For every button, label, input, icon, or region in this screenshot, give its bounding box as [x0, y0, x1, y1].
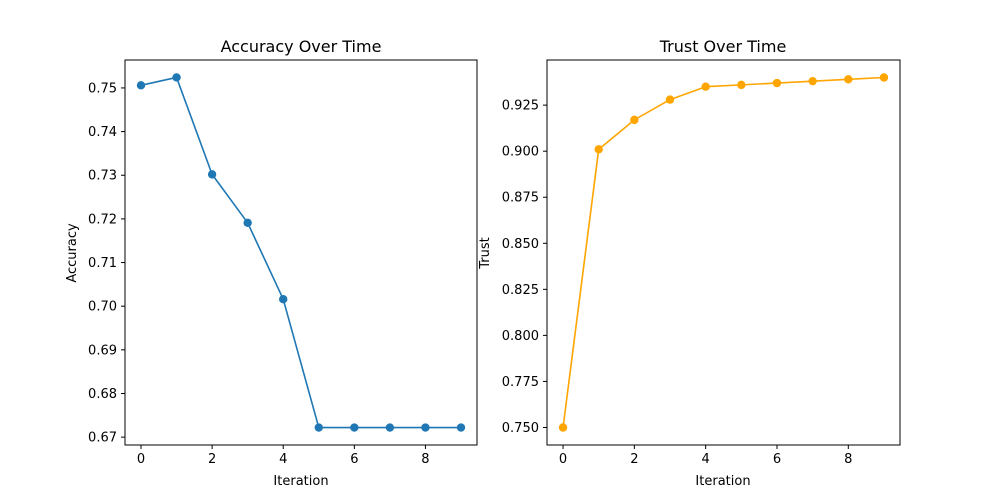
y-tick-label: 0.775: [502, 375, 539, 390]
y-tick-label: 0.72: [88, 212, 117, 227]
y-tick-label: 0.71: [88, 256, 117, 271]
y-tick-label: 0.750: [502, 421, 539, 436]
x-tick-label: 2: [630, 452, 638, 467]
y-tick-label: 0.69: [88, 343, 117, 358]
data-point: [772, 78, 782, 88]
x-tick-label: 0: [137, 452, 145, 467]
y-tick-label: 0.875: [502, 191, 539, 206]
x-tick-label: 6: [350, 452, 358, 467]
x-tick-label: 4: [702, 452, 710, 467]
data-point: [737, 80, 746, 90]
data-point: [665, 95, 675, 104]
data-point: [701, 82, 710, 91]
series-line: [140, 76, 461, 429]
y-tick-label: 0.73: [88, 169, 117, 184]
y-tick-label: 0.850: [502, 237, 539, 252]
data-point: [808, 76, 817, 86]
data-point: [207, 170, 217, 179]
x-tick-label: 0: [559, 452, 567, 467]
data-point: [172, 73, 181, 82]
data-point: [136, 81, 146, 90]
data-point: [558, 423, 568, 432]
x-tick-label: 4: [279, 452, 287, 467]
data-point: [630, 115, 639, 125]
y-tick-label: 0.70: [88, 300, 117, 315]
series-line: [562, 76, 884, 428]
data-point: [243, 218, 252, 228]
y-axis-label: Trust: [478, 237, 493, 269]
data-point: [279, 295, 288, 304]
data-point: [844, 75, 853, 84]
accuracy-chart: Accuracy Over Time Iteration Accuracy 0 2…: [65, 37, 478, 489]
y-tick-label: 0.74: [88, 125, 117, 140]
x-tick-label: 8: [421, 452, 429, 467]
x-tick-label: 2: [208, 452, 216, 467]
y-tick-label: 0.825: [502, 283, 539, 298]
x-axis-label: Iteration: [273, 474, 328, 489]
y-tick-label: 0.800: [502, 329, 539, 344]
x-axis-label: Iteration: [695, 474, 750, 489]
data-point: [350, 423, 359, 432]
data-point: [594, 145, 603, 154]
y-tick-label: 0.68: [88, 387, 117, 402]
y-tick-label: 0.925: [502, 99, 539, 114]
x-tick-label: 6: [773, 452, 781, 467]
data-point: [879, 73, 889, 82]
data-point: [456, 423, 466, 432]
chart-title: Accuracy Over Time: [221, 37, 382, 56]
data-point: [314, 423, 323, 432]
data-point: [421, 423, 430, 432]
y-tick-label: 0.67: [88, 431, 117, 446]
data-point: [385, 423, 395, 432]
y-tick-label: 0.75: [88, 81, 117, 96]
chart-title: Trust Over Time: [659, 37, 787, 56]
y-tick-label: 0.900: [502, 145, 539, 160]
plot-frame: [124, 59, 478, 446]
y-axis-label: Accuracy: [65, 223, 80, 283]
trust-chart: Trust Over Time Iteration Trust 0 2 4 6 8 0.7…: [478, 37, 901, 489]
plot-frame: [546, 59, 901, 446]
x-tick-label: 8: [844, 452, 852, 467]
